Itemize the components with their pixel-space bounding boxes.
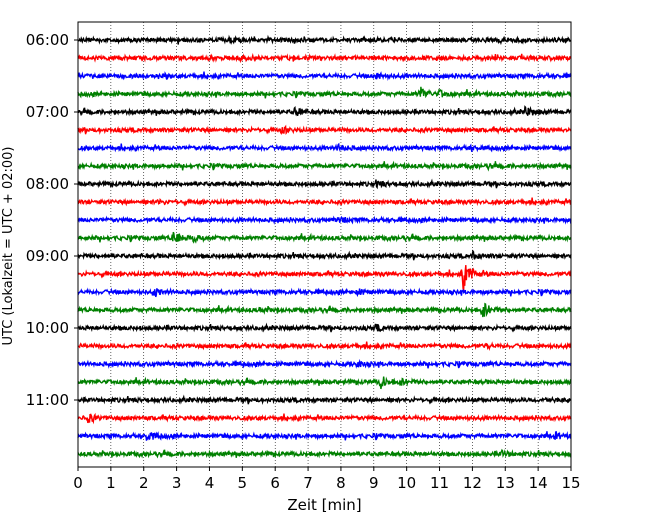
- seismogram-trace: [77, 341, 572, 351]
- seismogram-trace: [77, 394, 572, 405]
- x-tick-label: 13: [496, 474, 515, 492]
- y-tick-label: 07:00: [26, 103, 69, 121]
- y-tick-label: 10:00: [26, 319, 69, 337]
- seismogram-trace: [77, 124, 572, 136]
- seismogram-trace: [77, 178, 572, 190]
- x-tick-label: 3: [172, 474, 182, 492]
- y-axis-ticks: 06:00 07:00 08:00 09:00 10:00 11:00: [26, 31, 78, 409]
- x-tick-label: 11: [430, 474, 449, 492]
- seismogram-trace: [77, 231, 572, 244]
- x-tick-label: 14: [529, 474, 548, 492]
- x-tick-label: 10: [397, 474, 416, 492]
- seismogram-trace: [77, 52, 572, 64]
- seismogram-trace: [77, 448, 572, 459]
- seismogram-trace: [77, 34, 572, 46]
- seismogram-trace: [77, 142, 572, 153]
- seismogram-trace: [77, 376, 572, 390]
- plot-frame: [77, 21, 572, 468]
- seismogram-trace: [77, 249, 572, 261]
- seismogram-trace: [77, 412, 572, 425]
- seismogram-trace: [77, 215, 572, 225]
- x-tick-label: 7: [303, 474, 313, 492]
- x-tick-label: 4: [205, 474, 215, 492]
- seismogram-trace: [77, 358, 572, 369]
- y-tick-label: 06:00: [26, 31, 69, 49]
- y-axis-title: UTC (Lokalzeit = UTC + 02:00): [1, 147, 16, 346]
- seismogram-trace: [77, 430, 572, 441]
- seismogram-trace: [77, 265, 572, 291]
- x-tick-label: 12: [463, 474, 482, 492]
- seismogram-traces: [77, 34, 572, 459]
- x-axis-ticks: 0 1 2 3 4 5 6 7 8 9 10 11 12 13 14 15: [73, 467, 581, 492]
- seismogram-trace: [77, 197, 572, 207]
- x-axis-title: Zeit [min]: [287, 496, 361, 514]
- seismogram-trace: [77, 160, 572, 172]
- seismogram-trace: [77, 86, 572, 99]
- y-tick-label: 08:00: [26, 175, 69, 193]
- x-tick-label: 2: [139, 474, 149, 492]
- x-tick-label: 1: [106, 474, 116, 492]
- seismogram-trace: [77, 105, 572, 117]
- x-tick-label: 15: [561, 474, 580, 492]
- y-tick-label: 09:00: [26, 247, 69, 265]
- seismogram-trace: [77, 302, 572, 318]
- x-tick-label: 6: [270, 474, 280, 492]
- x-tick-label: 9: [369, 474, 379, 492]
- x-tick-label: 5: [238, 474, 248, 492]
- y-tick-label: 11:00: [26, 391, 69, 409]
- x-tick-label: 8: [336, 474, 346, 492]
- x-tick-label: 0: [73, 474, 83, 492]
- seismogram-trace: [77, 71, 572, 82]
- seismogram-trace: [77, 287, 572, 298]
- seismogram-trace: [77, 322, 572, 333]
